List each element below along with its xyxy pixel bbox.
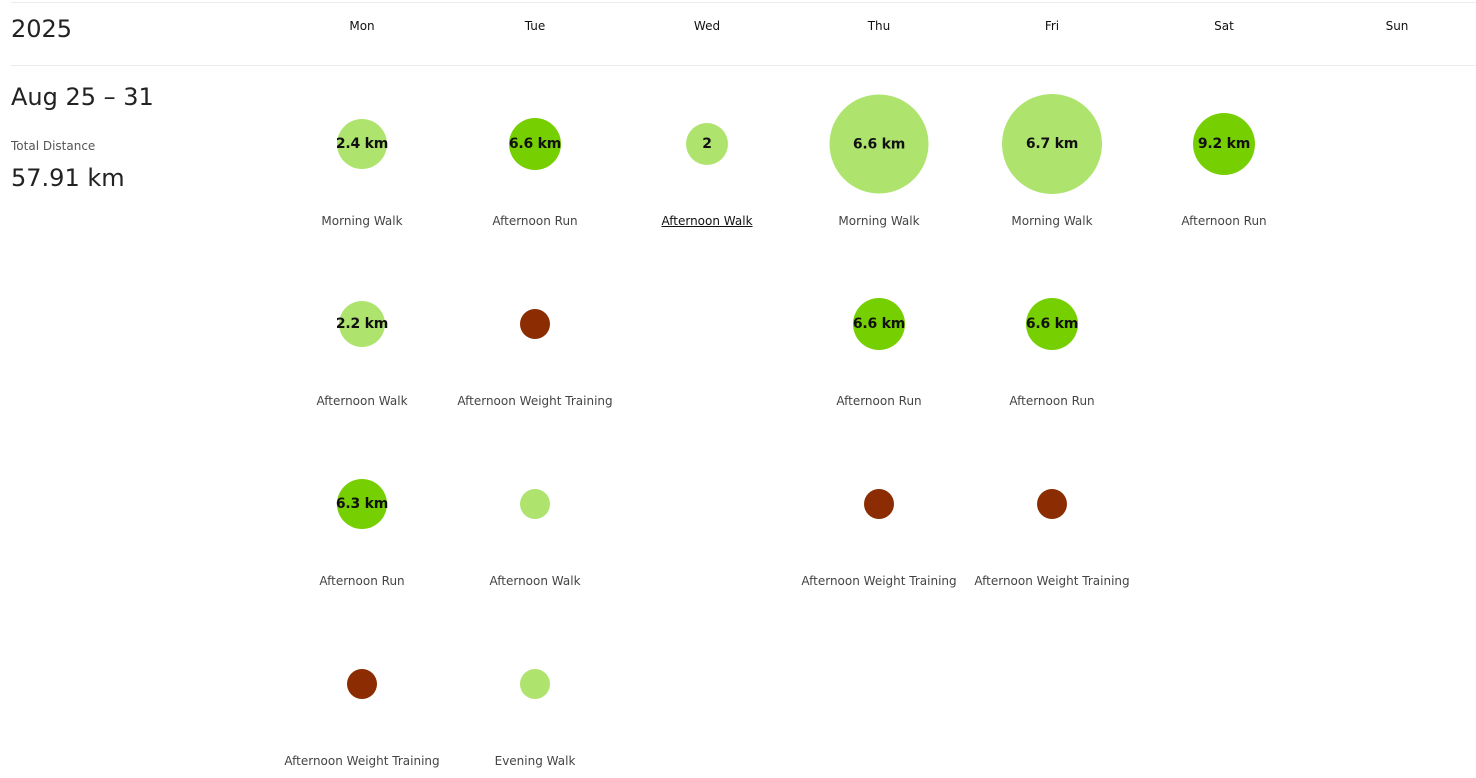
activity-name-link[interactable]: Afternoon Walk (316, 394, 408, 408)
year-title: 2025 (11, 15, 73, 43)
activity-bubble[interactable] (520, 309, 550, 339)
activity-name-link[interactable]: Afternoon Walk (661, 214, 753, 228)
activity-distance: 9.2 km (1197, 136, 1251, 152)
activity-bubble[interactable]: 2.2 km (335, 301, 389, 347)
activity-name-link[interactable]: Afternoon Run (1009, 394, 1095, 408)
activity-bubble[interactable] (520, 489, 550, 519)
header-divider (11, 65, 1476, 66)
activity-distance: 6.3 km (335, 496, 389, 512)
activity-bubble[interactable]: 6.6 km (509, 118, 561, 170)
activity-distance: 6.7 km (1025, 136, 1079, 152)
activity-name-link[interactable]: Evening Walk (494, 754, 576, 768)
activity-name-link[interactable]: Afternoon Walk (489, 574, 581, 588)
activity-name-link[interactable]: Morning Walk (1011, 214, 1093, 228)
activity-bubble[interactable] (347, 669, 377, 699)
day-header-tue: Tue (524, 19, 546, 33)
activity-bubble[interactable]: 2.4 km (335, 119, 389, 169)
total-distance-label: Total Distance (11, 139, 96, 153)
day-header-mon: Mon (349, 19, 375, 33)
activity-name-link[interactable]: Afternoon Run (836, 394, 922, 408)
activity-bubble[interactable]: 2 (686, 123, 728, 165)
day-header-sun: Sun (1385, 19, 1409, 33)
activity-distance: 6.6 km (852, 316, 906, 332)
top-divider (11, 2, 1476, 3)
activity-name-link[interactable]: Morning Walk (838, 214, 920, 228)
activity-bubble[interactable]: 6.6 km (829, 94, 929, 194)
day-header-thu: Thu (867, 19, 891, 33)
week-range: Aug 25 – 31 (11, 83, 154, 111)
activity-bubble[interactable] (1037, 489, 1067, 519)
day-header-fri: Fri (1044, 19, 1060, 33)
activity-distance: 2.2 km (335, 316, 389, 332)
activity-distance: 6.6 km (1025, 316, 1079, 332)
total-distance-value: 57.91 km (11, 164, 125, 192)
activity-name-link[interactable]: Afternoon Weight Training (801, 574, 957, 588)
activity-name-link[interactable]: Morning Walk (321, 214, 403, 228)
activity-distance: 6.6 km (852, 136, 906, 152)
activity-name-link[interactable]: Afternoon Run (1181, 214, 1267, 228)
activity-bubble[interactable]: 6.3 km (335, 479, 389, 529)
activity-bubble[interactable] (864, 489, 894, 519)
activity-bubble[interactable] (520, 669, 550, 699)
activity-name-link[interactable]: Afternoon Weight Training (457, 394, 613, 408)
activity-bubble[interactable]: 6.7 km (1002, 94, 1102, 194)
day-header-wed: Wed (693, 19, 721, 33)
activity-bubble[interactable]: 9.2 km (1193, 113, 1255, 175)
activity-name-link[interactable]: Afternoon Run (492, 214, 578, 228)
activity-bubble[interactable]: 6.6 km (853, 298, 905, 350)
activity-name-link[interactable]: Afternoon Run (319, 574, 405, 588)
activity-distance: 6.6 km (508, 136, 562, 152)
activity-distance: 2 (702, 136, 712, 152)
activity-name-link[interactable]: Afternoon Weight Training (974, 574, 1130, 588)
activity-name-link[interactable]: Afternoon Weight Training (284, 754, 440, 768)
day-header-sat: Sat (1214, 19, 1234, 33)
activity-distance: 2.4 km (335, 136, 389, 152)
activity-bubble[interactable]: 6.6 km (1026, 298, 1078, 350)
